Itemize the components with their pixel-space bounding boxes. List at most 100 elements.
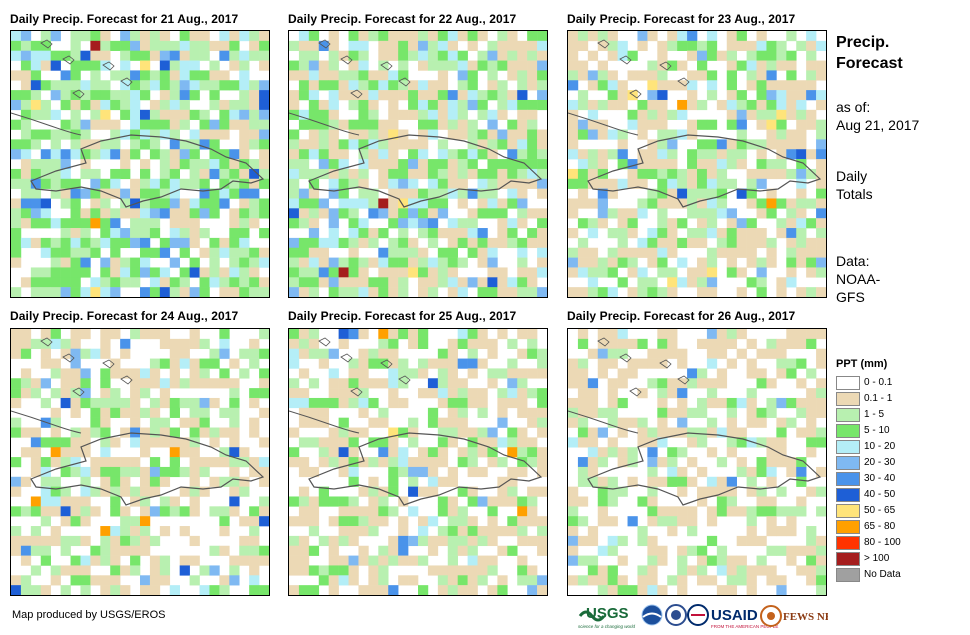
precip-cell <box>537 427 547 438</box>
precip-cell <box>328 70 339 81</box>
precip-cell <box>348 575 359 586</box>
precip-cell <box>80 188 91 199</box>
precip-cell <box>457 378 468 389</box>
precip-cell <box>60 486 71 497</box>
precip-cell <box>179 526 190 537</box>
precip-cell <box>427 545 439 556</box>
precip-cell <box>358 99 369 111</box>
precip-cell <box>140 60 151 71</box>
precip-cell <box>537 70 547 81</box>
precip-cell <box>467 31 478 42</box>
precip-cell <box>467 129 478 140</box>
precip-cell <box>70 198 81 209</box>
precip-cell <box>40 168 51 180</box>
precip-cell <box>607 397 618 409</box>
precip-cell <box>447 496 458 507</box>
precip-cell <box>11 40 22 51</box>
precip-cell <box>289 99 300 111</box>
precip-cell <box>368 437 379 448</box>
precip-cell <box>587 277 599 288</box>
precip-cell <box>657 378 668 389</box>
precip-cell <box>467 60 478 71</box>
precip-cell <box>726 99 737 111</box>
precip-cell <box>209 90 220 101</box>
precip-cell <box>100 228 111 239</box>
precip-cell <box>716 159 728 170</box>
precip-cell <box>507 277 518 288</box>
precip-cell <box>617 208 628 219</box>
precip-cell <box>527 159 538 170</box>
precip-cell <box>169 188 180 199</box>
precip-cell <box>568 119 579 130</box>
precip-cell <box>457 70 468 81</box>
precip-cell <box>199 397 210 409</box>
precip-cell <box>726 447 737 458</box>
precip-cell <box>447 338 458 349</box>
precip-cell <box>607 129 618 140</box>
precip-cell <box>418 287 429 297</box>
precip-cell <box>219 277 230 288</box>
precip-cell <box>447 397 458 409</box>
precip-cell <box>388 267 399 278</box>
precip-cell <box>587 119 599 130</box>
precip-cell <box>507 119 518 130</box>
precip-cell <box>229 407 240 418</box>
precip-cell <box>497 496 508 507</box>
precip-cell <box>627 368 638 379</box>
precip-cell <box>398 358 409 369</box>
panel-title-6: Daily Precip. Forecast for 26 Aug., 2017 <box>567 309 796 323</box>
precip-cell <box>189 70 200 81</box>
precip-cell <box>189 407 200 418</box>
precip-cell <box>577 466 589 478</box>
precip-cell <box>577 496 589 507</box>
precip-cell <box>80 99 91 111</box>
precip-cell <box>467 218 478 229</box>
precip-cell <box>348 358 359 369</box>
precip-cell <box>647 198 658 209</box>
precip-cell <box>249 188 260 199</box>
precip-cell <box>477 129 488 140</box>
precip-cell <box>259 80 269 91</box>
precip-cell <box>358 129 369 140</box>
precip-cell <box>239 247 250 258</box>
precip-cell <box>110 388 121 399</box>
precip-cell <box>816 188 826 199</box>
precip-cell <box>219 247 230 258</box>
precip-cell <box>120 237 131 249</box>
precip-cell <box>776 218 787 229</box>
precip-cell <box>239 535 250 547</box>
precip-cell <box>726 70 737 81</box>
precip-cell <box>437 378 449 389</box>
precip-cell <box>100 447 111 458</box>
precip-cell <box>806 50 817 61</box>
usgs-logo: USGS science for a changing world <box>578 605 636 629</box>
precip-cell <box>816 90 826 101</box>
precip-cell <box>249 119 260 130</box>
precip-cell <box>239 516 250 527</box>
precip-cell <box>437 496 449 507</box>
precip-cell <box>617 447 628 458</box>
precip-cell <box>537 129 547 140</box>
precip-cell <box>517 237 528 249</box>
precip-cell <box>259 228 269 239</box>
precip-cell <box>219 80 230 91</box>
panel-title-4: Daily Precip. Forecast for 24 Aug., 2017 <box>10 309 239 323</box>
precip-cell <box>328 257 339 268</box>
precip-cell <box>687 40 698 51</box>
precip-cell <box>697 545 708 556</box>
precip-cell <box>40 287 51 297</box>
precip-cell <box>627 109 638 120</box>
precip-cell <box>239 109 250 120</box>
precip-cell <box>120 208 131 219</box>
precip-cell <box>746 575 757 586</box>
precip-cell <box>706 486 718 497</box>
precip-cell <box>70 257 81 268</box>
precip-cell <box>816 247 826 258</box>
precip-cell <box>149 287 161 297</box>
precip-cell <box>726 178 737 189</box>
precip-cell <box>308 40 320 51</box>
precip-cell <box>30 585 42 595</box>
precip-cell <box>457 427 468 438</box>
precip-cell <box>716 338 728 349</box>
precip-cell <box>697 257 708 268</box>
